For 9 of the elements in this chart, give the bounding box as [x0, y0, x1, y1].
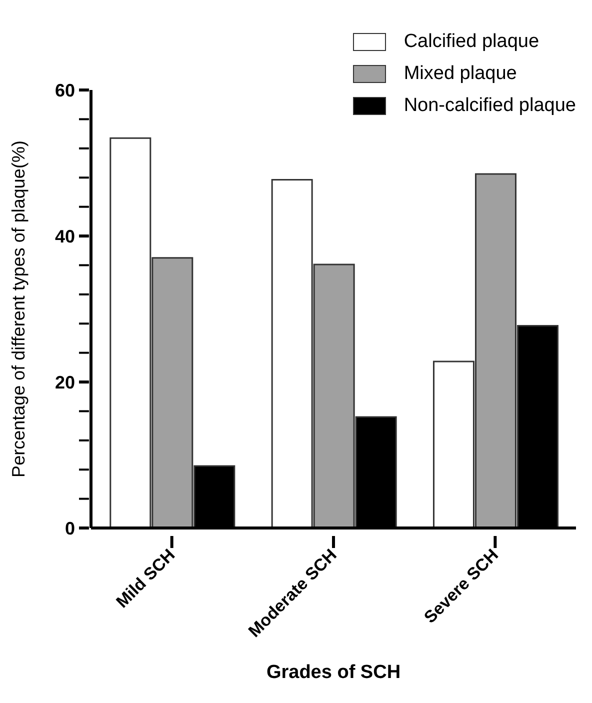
y-tick-label: 20	[54, 372, 75, 392]
legend-label: Calcified plaque	[404, 31, 540, 53]
y-tick-label: 60	[54, 80, 75, 100]
y-axis-title: Percentage of different types of plaque(%)	[8, 140, 28, 478]
legend-label: Mixed plaque	[404, 63, 517, 85]
y-tick-label: 40	[54, 226, 75, 246]
y-tick-label: 0	[64, 518, 75, 538]
legend-label: Non-calcified plaque	[404, 95, 576, 117]
x-axis-title: Grades of SCH	[266, 662, 401, 683]
